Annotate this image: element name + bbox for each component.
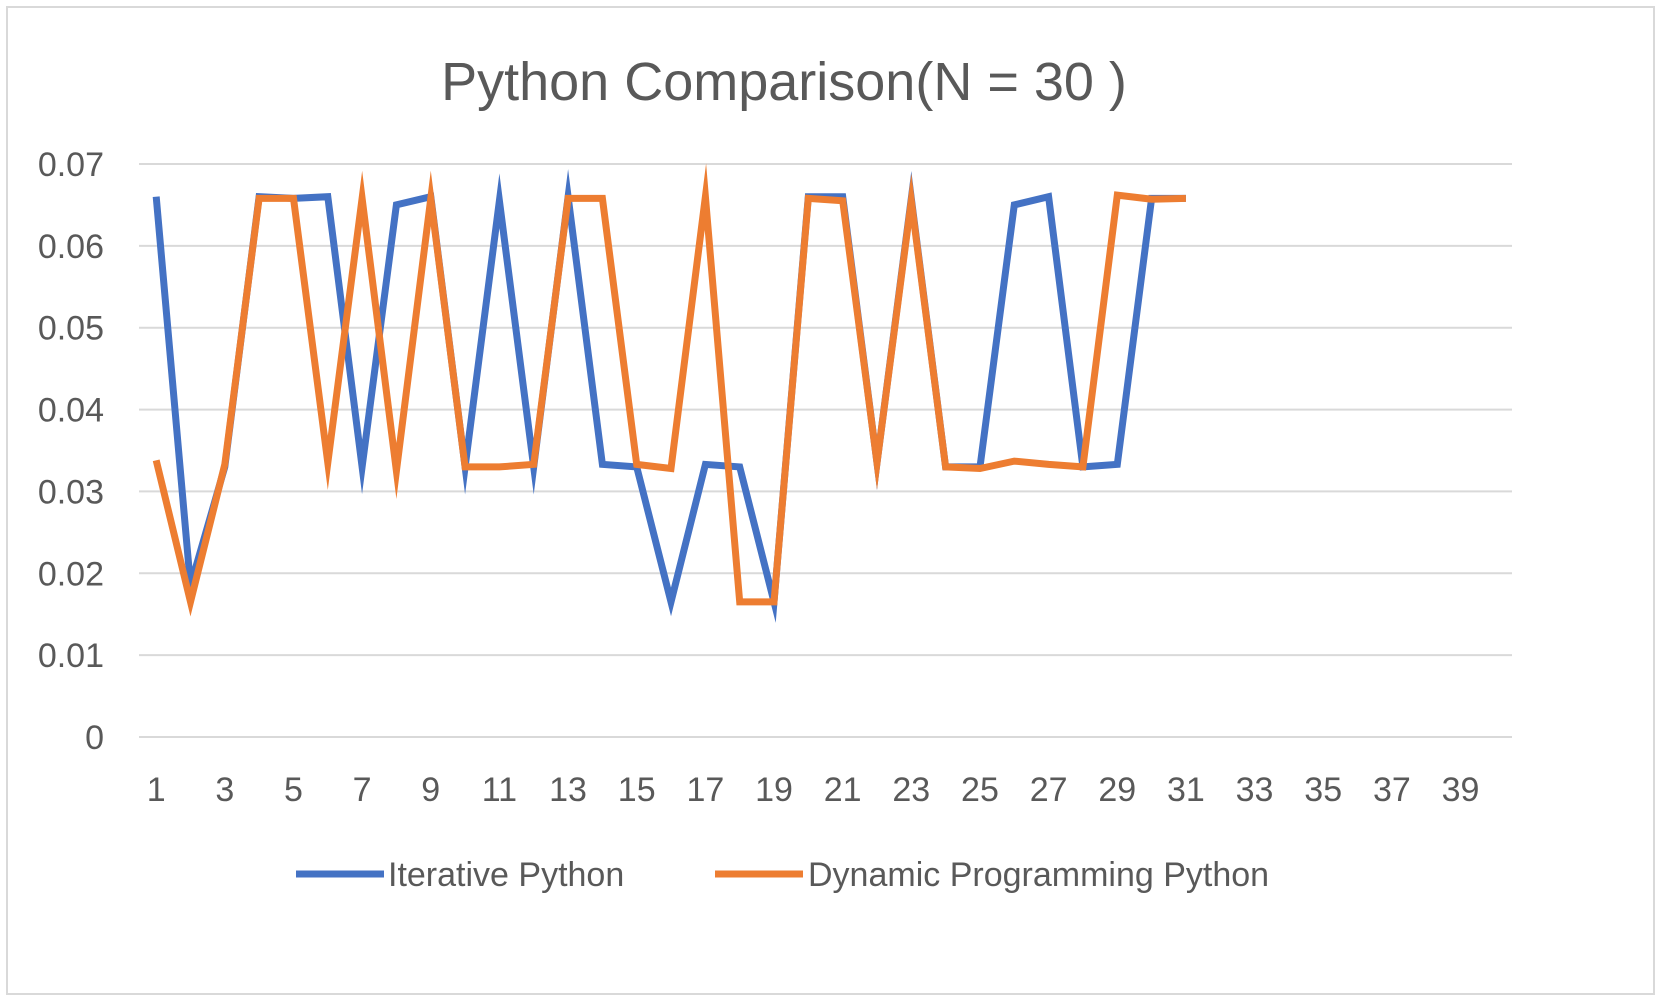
x-tick-label: 19: [755, 771, 793, 809]
legend-item-1[interactable]: Dynamic Programming Python: [715, 856, 1269, 894]
chart-title: Python Comparison(N = 30 ): [441, 52, 1127, 112]
series-lines: [152, 163, 1186, 623]
y-tick-label: 0.06: [38, 228, 104, 266]
line-chart: Python Comparison(N = 30 ) 0 0.01 0.02 0.03…: [38, 52, 1512, 894]
x-tick-label: 31: [1167, 771, 1205, 809]
x-tick-label: 27: [1030, 771, 1068, 809]
x-tick-label: 5: [284, 771, 303, 809]
x-tick-label: 37: [1373, 771, 1411, 809]
x-tick-label: 39: [1442, 771, 1480, 809]
legend-item-0[interactable]: Iterative Python: [296, 856, 624, 894]
x-tick-label: 17: [686, 771, 724, 809]
legend-label-1: Dynamic Programming Python: [808, 856, 1269, 894]
x-tick-label: 33: [1236, 771, 1274, 809]
series-line-1: [152, 163, 1186, 617]
y-axis-tick-labels: 0 0.01 0.02 0.03 0.04 0.05 0.06 0.07: [38, 146, 104, 757]
y-tick-label: 0.02: [38, 555, 104, 593]
x-tick-label: 21: [824, 771, 862, 809]
x-axis-tick-labels: 1 3 5 7 9 11 13 15 17 19 21 23 25 27 29 31 33 35 37 39: [147, 771, 1480, 809]
x-tick-label: 1: [147, 771, 166, 809]
legend-label-0: Iterative Python: [388, 856, 624, 894]
x-tick-label: 11: [482, 771, 517, 809]
series-line-0: [152, 169, 1186, 623]
y-tick-label: 0.01: [38, 637, 104, 675]
x-tick-label: 29: [1098, 771, 1136, 809]
legend[interactable]: Iterative Python Dynamic Programming Pyth…: [296, 856, 1269, 894]
x-tick-label: 9: [421, 771, 440, 809]
y-tick-label: 0.05: [38, 310, 104, 348]
x-tick-label: 7: [353, 771, 372, 809]
x-tick-label: 25: [961, 771, 999, 809]
y-tick-label: 0.04: [38, 392, 104, 430]
x-tick-label: 15: [618, 771, 656, 809]
y-tick-label: 0.07: [38, 146, 104, 184]
x-tick-label: 13: [549, 771, 587, 809]
y-tick-label: 0: [85, 719, 104, 757]
x-tick-label: 23: [892, 771, 930, 809]
gridlines: [139, 163, 1512, 738]
x-tick-label: 35: [1304, 771, 1342, 809]
chart-frame: Python Comparison(N = 30 ) 0 0.01 0.02 0.03…: [6, 6, 1655, 995]
x-tick-label: 3: [215, 771, 234, 809]
y-tick-label: 0.03: [38, 473, 104, 511]
